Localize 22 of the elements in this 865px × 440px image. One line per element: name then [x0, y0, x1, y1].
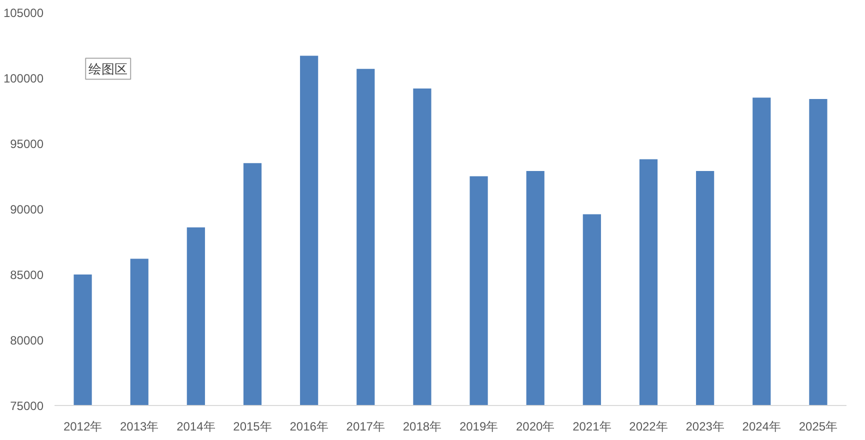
x-tick-label: 2015年 [233, 420, 272, 434]
x-tick-label: 2022年 [629, 420, 668, 434]
x-tick-label: 2012年 [63, 420, 102, 434]
y-tick-label: 90000 [10, 202, 44, 216]
x-tick-label: 2025年 [798, 420, 838, 434]
x-tick-label: 2021年 [572, 420, 612, 434]
y-tick-label: 105000 [3, 6, 44, 20]
x-tick-label: 2020年 [516, 420, 555, 434]
y-tick-label: 75000 [10, 399, 44, 413]
y-tick-label: 80000 [10, 334, 44, 348]
y-tick-label: 100000 [3, 72, 44, 86]
annotation: 绘图区 [88, 61, 128, 76]
x-tick-label: 2018年 [402, 420, 442, 434]
x-tick-label: 2019年 [459, 420, 498, 434]
x-tick-label: 2014年 [176, 420, 216, 434]
x-tick-label: 2016年 [290, 420, 328, 434]
x-tick-label: 2013年 [120, 420, 159, 434]
y-tick-label: 85000 [10, 268, 44, 282]
y-tick-label: 95000 [10, 137, 44, 151]
x-tick-label: 2024年 [742, 420, 781, 434]
x-tick-label: 2017年 [346, 420, 385, 434]
x-tick-label: 2023年 [686, 420, 724, 434]
